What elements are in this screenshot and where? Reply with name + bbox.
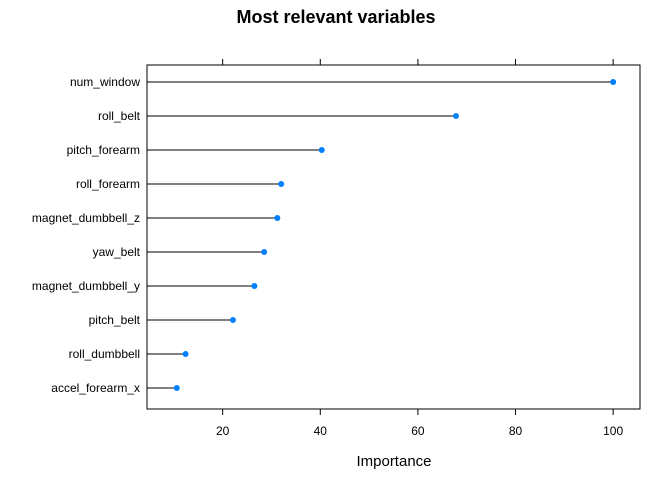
data-point — [251, 283, 258, 289]
category-label: pitch_belt — [89, 313, 141, 327]
stems — [147, 81, 614, 389]
category-label: pitch_forearm — [67, 143, 140, 157]
data-point — [182, 351, 189, 357]
data-point — [274, 215, 281, 221]
plot-frame — [146, 64, 641, 410]
category-label: yaw_belt — [93, 245, 141, 259]
chart-title: Most relevant variables — [236, 7, 435, 27]
data-point — [278, 181, 285, 187]
data-point — [229, 317, 236, 323]
data-point — [318, 147, 325, 153]
category-label: roll_belt — [98, 109, 141, 123]
category-label: magnet_dumbbell_y — [32, 279, 140, 293]
category-label: accel_forearm_x — [51, 381, 140, 395]
x-tick-label: 60 — [411, 424, 425, 438]
data-point — [452, 113, 459, 119]
x-tick-label: 20 — [216, 424, 230, 438]
bottom-axis: 20 40 60 80 100 — [216, 409, 623, 438]
x-axis-label: Importance — [356, 453, 431, 470]
category-label: roll_dumbbell — [69, 347, 140, 361]
data-point — [173, 385, 180, 391]
data-point — [261, 249, 268, 255]
category-label: magnet_dumbbell_z — [32, 211, 140, 225]
x-tick-label: 100 — [603, 424, 623, 438]
top-axis-ticks — [222, 59, 614, 65]
category-label: roll_forearm — [76, 177, 140, 191]
category-labels: num_window roll_belt pitch_forearm roll_for… — [32, 75, 141, 395]
x-tick-label: 80 — [509, 424, 523, 438]
data-point — [610, 79, 617, 85]
category-label: num_window — [70, 75, 140, 89]
points — [173, 79, 617, 391]
x-tick-label: 40 — [314, 424, 328, 438]
